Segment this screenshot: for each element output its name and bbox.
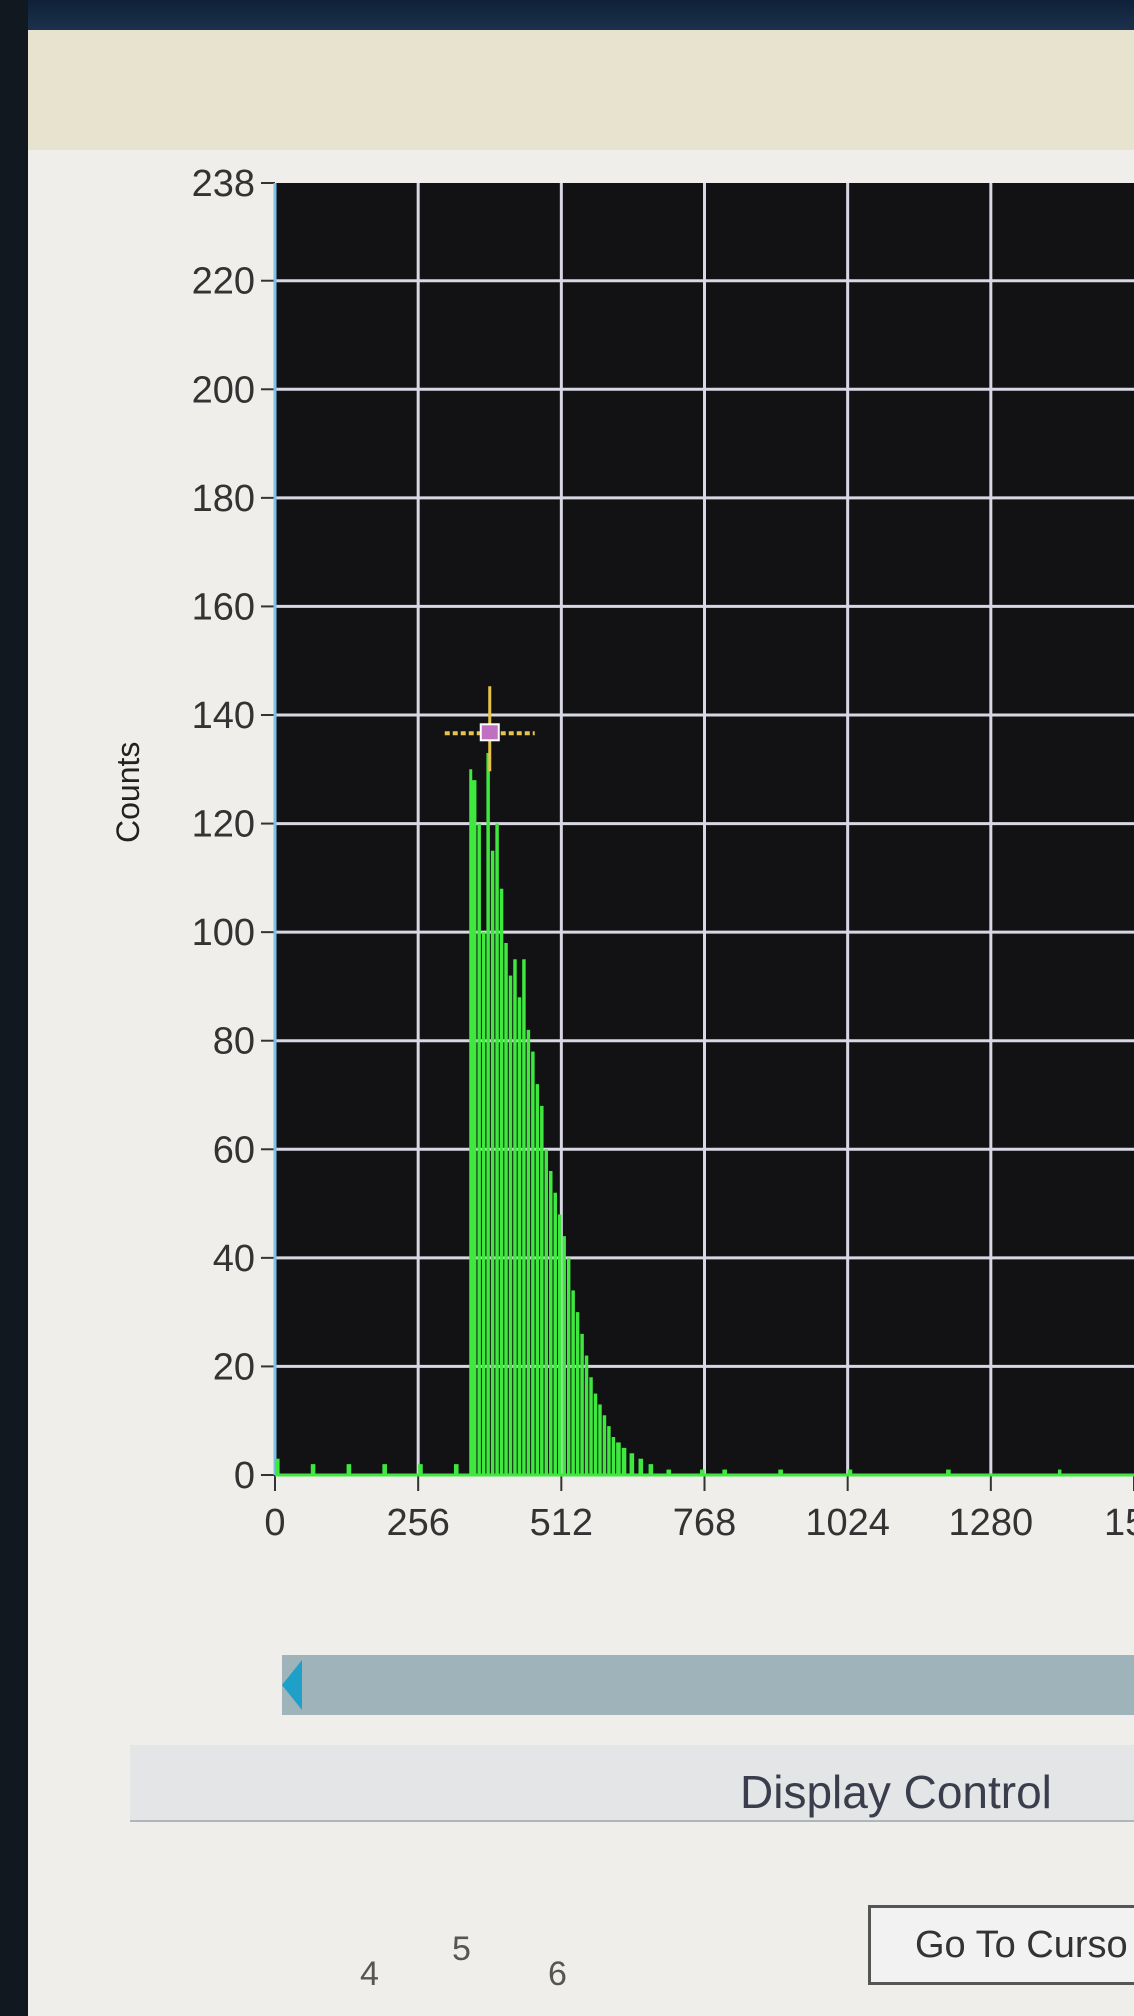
y-tick-label: 238 — [192, 163, 255, 205]
histogram-bar — [540, 1105, 544, 1475]
spectrum-chart: 0 20 40 60 80 100 120 140 160 180 200 220 238 0 256 512… — [192, 163, 1134, 1544]
x-tick-label: 1280 — [949, 1502, 1034, 1544]
histogram-bar — [611, 1437, 616, 1475]
histogram-bar — [648, 1464, 654, 1475]
histogram-bar — [666, 1469, 672, 1475]
histogram-bar — [481, 932, 486, 1475]
histogram-bar — [584, 1355, 589, 1475]
histogram-bar — [946, 1469, 951, 1475]
histogram-bar — [522, 959, 526, 1475]
x-tick-label: 256 — [386, 1502, 449, 1544]
histogram-bar — [418, 1464, 423, 1475]
histogram-bar — [589, 1377, 593, 1475]
histogram-bar — [382, 1464, 387, 1475]
histogram-bar — [517, 997, 522, 1475]
histogram-bar — [575, 1312, 580, 1475]
slider-tick-label: 4 — [360, 1955, 379, 1993]
histogram-bar — [621, 1447, 627, 1475]
histogram-bar — [346, 1464, 352, 1475]
histogram-bar — [275, 1458, 280, 1475]
y-tick-label: 80 — [213, 1021, 255, 1063]
histogram-bar — [580, 1333, 584, 1475]
histogram-bar — [513, 959, 517, 1475]
histogram-bar — [602, 1415, 607, 1475]
histogram-bar — [453, 1464, 459, 1475]
y-tick-label: 160 — [192, 586, 255, 628]
histogram-bar — [629, 1453, 635, 1475]
histogram-bar — [562, 1236, 566, 1475]
histogram-bar — [566, 1257, 571, 1475]
histogram-bar — [490, 850, 495, 1475]
histogram-bar — [531, 1051, 535, 1475]
display-control-header — [130, 1745, 1134, 1822]
y-tick-label: 0 — [234, 1455, 255, 1497]
histogram-bar — [1057, 1469, 1062, 1475]
histogram-bar — [571, 1290, 575, 1475]
slider-tick-label: 6 — [548, 1955, 567, 1993]
panel-header-strip — [28, 30, 1134, 150]
histogram-bar — [495, 823, 499, 1475]
histogram-bar — [847, 1469, 853, 1475]
histogram-bar — [638, 1458, 644, 1475]
histogram-bar — [549, 1171, 553, 1475]
histogram-bar — [535, 1084, 540, 1475]
histogram-bar — [607, 1426, 611, 1475]
histogram-bar — [499, 888, 504, 1475]
y-tick-label: 140 — [192, 695, 255, 737]
histogram-bar — [477, 823, 481, 1475]
slider-tick-label: 5 — [452, 1930, 471, 1968]
histogram-bar — [310, 1464, 316, 1475]
y-tick-label: 60 — [213, 1129, 255, 1171]
x-tick-label: 512 — [530, 1502, 593, 1544]
y-tick-label: 20 — [213, 1346, 255, 1388]
histogram-bar — [593, 1393, 598, 1475]
display-control-title: Display Control — [740, 1766, 1052, 1818]
y-tick-label: 220 — [192, 261, 255, 303]
y-tick-label: 40 — [213, 1238, 255, 1280]
histogram-bar — [598, 1404, 602, 1475]
histogram-bar — [508, 975, 513, 1475]
histogram-bar — [616, 1442, 621, 1475]
histogram-bar — [778, 1469, 783, 1475]
histogram-bar — [544, 1149, 549, 1475]
histogram-bar — [722, 1469, 727, 1475]
histogram-bar — [553, 1192, 557, 1475]
horizontal-scrollbar[interactable] — [282, 1655, 1134, 1715]
x-tick-label: 0 — [264, 1502, 285, 1544]
histogram-bar — [486, 753, 490, 1475]
cursor-marker-icon — [479, 723, 500, 742]
y-axis-label: Counts — [110, 741, 146, 843]
x-tick-label: 768 — [673, 1502, 736, 1544]
histogram-bar — [471, 780, 477, 1475]
window-frame-edge — [0, 0, 28, 2016]
y-tick-label: 200 — [192, 369, 255, 411]
go-to-cursor-button[interactable]: Go To Curso — [868, 1905, 1134, 1985]
x-tick-label: 1024 — [805, 1502, 890, 1544]
histogram-bar — [504, 943, 508, 1475]
x-tick-label: 15 — [1104, 1502, 1134, 1544]
histogram-bar — [526, 1029, 531, 1475]
histogram-bar — [557, 1214, 562, 1475]
y-tick-label: 100 — [192, 912, 255, 954]
y-tick-label: 120 — [192, 804, 255, 846]
histogram-bar — [700, 1469, 705, 1475]
y-tick-label: 180 — [192, 478, 255, 520]
